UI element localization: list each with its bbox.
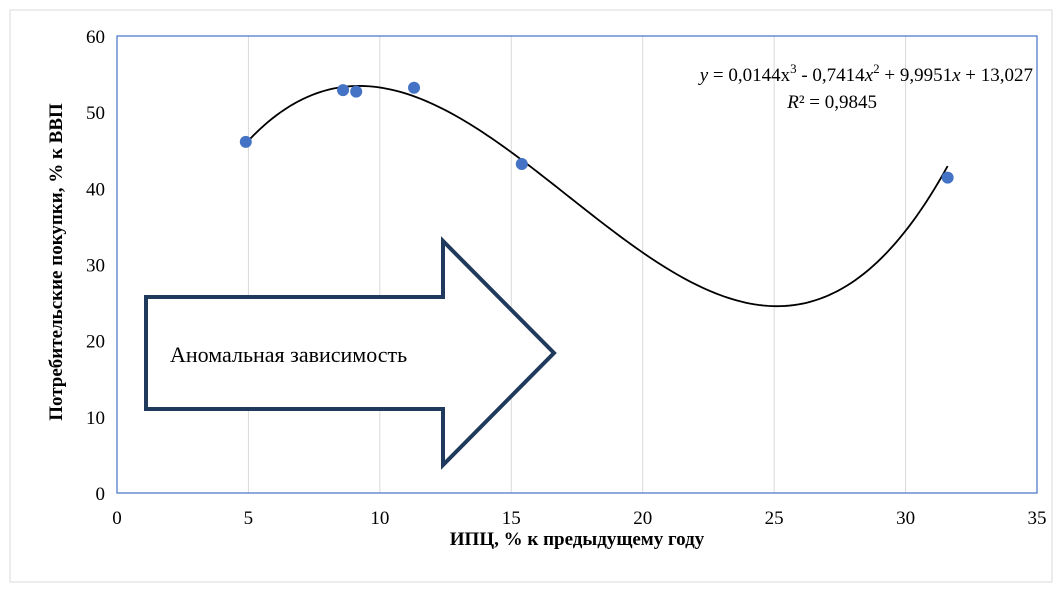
equation-x-2: x <box>864 65 874 86</box>
data-point <box>239 135 252 148</box>
data-point <box>515 157 528 170</box>
r-squared-value: ² = 0,9845 <box>799 92 877 113</box>
plot-area-border <box>116 35 1038 494</box>
r-squared: R² = 0,9845 <box>786 92 877 113</box>
gridlines <box>247 36 907 493</box>
r-squared-symbol: R <box>786 92 799 113</box>
equation-sup-1: 3 <box>790 61 797 76</box>
y-tick-label: 60 <box>86 27 105 48</box>
data-point <box>941 171 954 184</box>
equation-term-4: + 13,027 <box>961 65 1033 86</box>
y-axis-title: Потребительские покупки, % к ВВП <box>46 103 67 421</box>
right-arrow-shape <box>144 236 557 470</box>
data-point <box>350 85 363 98</box>
x-tick-label: 30 <box>896 508 915 529</box>
x-tick-label: 5 <box>244 508 254 529</box>
equation-x-3: x <box>951 65 961 86</box>
y-tick-label: 30 <box>86 256 105 277</box>
equation-sup-2: 2 <box>873 61 880 76</box>
equation-term-2: - 0,7414 <box>797 65 866 86</box>
data-point <box>337 84 350 97</box>
x-tick-label: 20 <box>633 508 652 529</box>
x-tick-labels: 0 5 10 15 20 25 30 35 <box>112 508 1046 529</box>
y-tick-labels: 0 10 20 30 40 50 60 <box>86 27 105 505</box>
equation-term-3: + 9,9951 <box>880 65 952 86</box>
trendline-equation: y = 0,0144x3 - 0,7414x2 + 9,9951x + 13,0… <box>698 61 1033 86</box>
x-tick-label: 25 <box>765 508 784 529</box>
x-tick-label: 10 <box>370 508 389 529</box>
equation-y: y <box>698 65 709 86</box>
x-tick-label: 35 <box>1028 508 1047 529</box>
x-axis-title: ИПЦ, % к предыдущему году <box>450 529 705 550</box>
polynomial-trendline <box>245 85 949 308</box>
annotation-label: Аномальная зависимость <box>170 342 407 367</box>
equation-term-1: = 0,0144x <box>708 65 790 86</box>
y-tick-label: 20 <box>86 332 105 353</box>
x-tick-label: 15 <box>502 508 521 529</box>
data-point <box>408 81 421 94</box>
data-points <box>239 81 954 184</box>
y-tick-label: 50 <box>86 103 105 124</box>
y-tick-label: 10 <box>86 408 105 429</box>
y-tick-label: 0 <box>96 484 106 505</box>
y-tick-label: 40 <box>86 179 105 200</box>
x-tick-label: 0 <box>112 508 122 529</box>
annotation-arrow: Аномальная зависимость <box>144 236 557 470</box>
